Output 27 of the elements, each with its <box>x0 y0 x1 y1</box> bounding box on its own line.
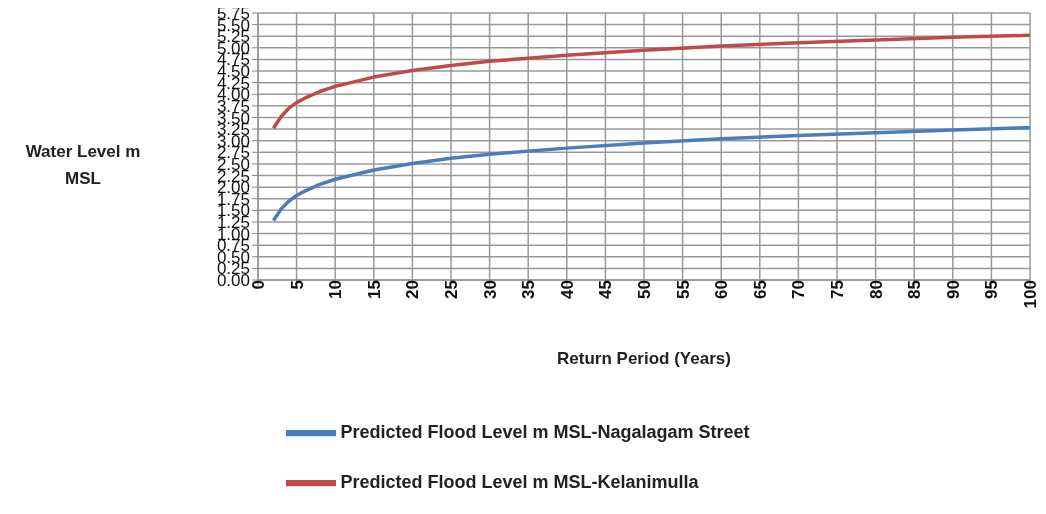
x-tick-label: 50 <box>635 280 655 299</box>
x-tick-label: 80 <box>866 280 886 299</box>
line-series <box>271 33 1030 130</box>
x-tick-label: 45 <box>596 280 616 299</box>
line-series <box>271 125 1030 223</box>
x-tick-label: 25 <box>442 280 462 299</box>
x-tick-label: 40 <box>557 280 577 299</box>
x-tick-label: 75 <box>828 280 848 299</box>
x-tick-label: 100 <box>1021 280 1041 309</box>
x-tick-label: 0 <box>249 280 269 290</box>
x-tick-label: 30 <box>480 280 500 299</box>
x-tick-label: 55 <box>673 280 693 299</box>
x-tick-label: 60 <box>712 280 732 299</box>
legend-label: Predicted Flood Level m MSL-Nagalagam Street <box>340 421 750 442</box>
y-axis-title: Water Level m MSL <box>24 141 142 190</box>
x-axis-title: Return Period (Years) <box>557 349 731 368</box>
x-tick-label: 65 <box>750 280 770 299</box>
x-tick-label: 90 <box>943 280 963 299</box>
x-tick-label: 15 <box>364 280 384 299</box>
x-tick-label: 70 <box>789 280 809 299</box>
legend-label: Predicted Flood Level m MSL-Kelanimulla <box>340 471 699 492</box>
x-tick-label: 85 <box>905 280 925 299</box>
x-tick-label: 20 <box>403 280 423 299</box>
x-tick-label: 10 <box>326 280 346 299</box>
x-tick-label: 5 <box>287 280 307 290</box>
x-tick-label: 35 <box>519 280 539 299</box>
x-tick-label: 95 <box>982 280 1002 299</box>
